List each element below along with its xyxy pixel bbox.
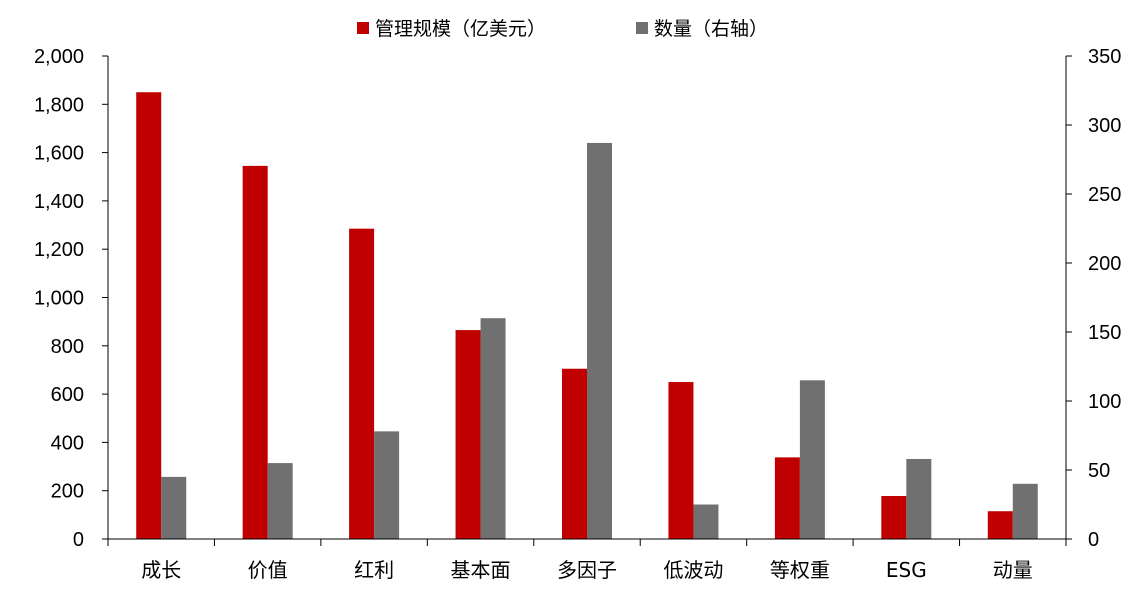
right-tick-label: 300 bbox=[1088, 115, 1121, 137]
bar-scale bbox=[987, 511, 1013, 539]
left-tick-label: 400 bbox=[51, 432, 84, 454]
category-label: 基本面 bbox=[451, 558, 511, 582]
left-tick-label: 2,000 bbox=[34, 46, 84, 68]
bar-scale bbox=[562, 368, 587, 539]
category-label: 红利 bbox=[354, 558, 394, 582]
right-tick-label: 100 bbox=[1088, 391, 1121, 413]
category-label: 多因子 bbox=[557, 558, 617, 582]
bar-count bbox=[1012, 483, 1038, 539]
right-tick-label: 200 bbox=[1088, 253, 1121, 275]
bar-count bbox=[267, 463, 293, 539]
category-label: 等权重 bbox=[770, 558, 830, 582]
bar-scale bbox=[349, 228, 375, 540]
bar-scale bbox=[881, 496, 907, 539]
bar-count bbox=[587, 142, 612, 539]
right-tick-label: 350 bbox=[1088, 46, 1121, 68]
bar-scale bbox=[455, 330, 481, 539]
bar-scale bbox=[242, 165, 268, 539]
left-tick-label: 1,600 bbox=[34, 143, 84, 165]
right-tick-label: 150 bbox=[1088, 322, 1121, 344]
bar-count bbox=[799, 380, 825, 539]
bar-count bbox=[693, 504, 719, 539]
left-y-axis: 0 200 400 600 800 1,000 1,200 1,400 1,600 1,800 2,… bbox=[34, 46, 109, 551]
category-label: 成长 bbox=[141, 558, 181, 582]
bar-scale bbox=[668, 382, 694, 539]
category-label: 价值 bbox=[248, 558, 288, 582]
legend-label: 管理规模（亿美元） bbox=[375, 18, 546, 40]
right-tick-label: 250 bbox=[1088, 184, 1121, 206]
bar-count bbox=[480, 318, 506, 539]
left-tick-label: 1,200 bbox=[34, 239, 84, 261]
bar-count bbox=[374, 431, 400, 539]
bar-scale bbox=[136, 92, 162, 539]
category-label: 低波动 bbox=[663, 558, 723, 582]
category-label: ESG bbox=[886, 558, 927, 582]
right-tick-label: 0 bbox=[1088, 529, 1099, 551]
x-axis: 成长 价值 红利 基本面 多因子 低波动 等权重 ESG 动量 bbox=[107, 538, 1067, 582]
left-tick-label: 1,800 bbox=[34, 94, 84, 116]
left-tick-label: 1,000 bbox=[34, 288, 84, 310]
left-tick-label: 600 bbox=[51, 384, 84, 406]
legend-swatch bbox=[636, 22, 648, 34]
legend-label: 数量（右轴） bbox=[654, 18, 768, 40]
legend-swatch bbox=[357, 22, 369, 34]
bars bbox=[136, 92, 1038, 540]
right-y-axis: 0 50 100 150 200 250 300 350 bbox=[1065, 46, 1121, 551]
bar-count bbox=[906, 458, 932, 539]
bar-count bbox=[161, 476, 187, 539]
left-tick-label: 1,400 bbox=[34, 191, 84, 213]
legend: 管理规模（亿美元） 数量（右轴） bbox=[357, 18, 768, 40]
left-tick-label: 800 bbox=[51, 336, 84, 358]
left-tick-label: 200 bbox=[51, 481, 84, 503]
bar-scale bbox=[774, 457, 800, 539]
left-tick-label: 0 bbox=[73, 529, 84, 551]
right-tick-label: 50 bbox=[1088, 460, 1110, 482]
category-label: 动量 bbox=[993, 558, 1033, 582]
